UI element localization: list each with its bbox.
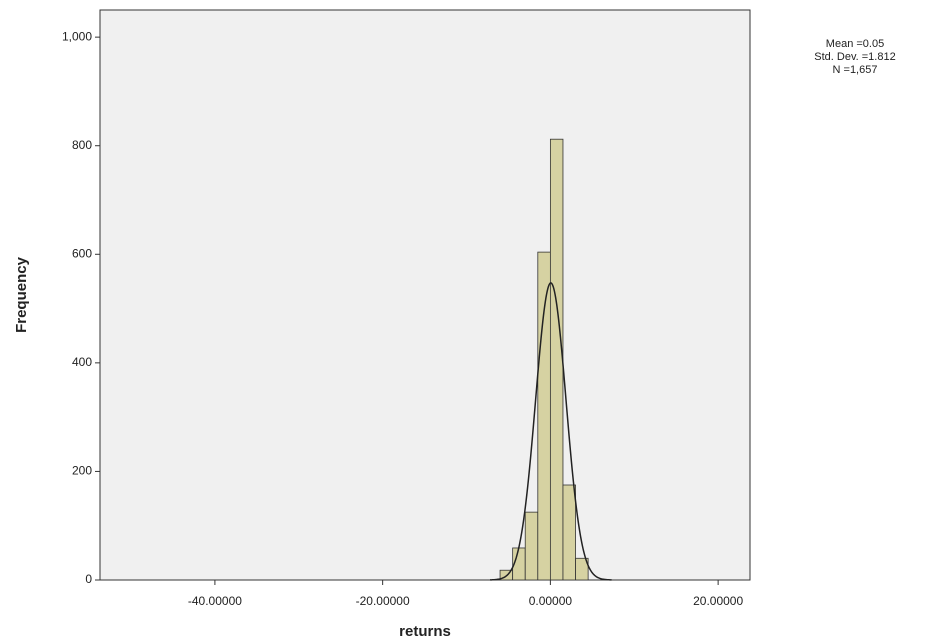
y-axis-title: Frequency: [13, 256, 30, 333]
normal-curve: [489, 282, 612, 581]
y-tick-label: 1,000: [62, 29, 92, 43]
bar: [549, 138, 564, 581]
bar: [524, 511, 539, 581]
bar: [575, 557, 589, 581]
plot-area: [99, 9, 751, 581]
x-axis-title: returns: [399, 623, 451, 640]
stats-label: Mean =0.05: [826, 38, 884, 50]
x-tick-label: -40.00000: [188, 594, 242, 608]
bar: [537, 251, 551, 581]
x-tick-label: -20.00000: [356, 594, 410, 608]
y-tick-label: 200: [72, 464, 92, 478]
y-tick-label: 0: [85, 572, 92, 586]
stats-label: Std. Dev. =1.812: [814, 51, 895, 63]
x-tick-label: 0.00000: [529, 594, 573, 608]
stats-label: N =1,657: [833, 64, 878, 76]
x-tick-label: 20.00000: [693, 594, 743, 608]
bar: [562, 484, 576, 581]
y-tick-label: 600: [72, 246, 92, 260]
y-tick-label: 400: [72, 355, 92, 369]
y-tick-label: 800: [72, 138, 92, 152]
